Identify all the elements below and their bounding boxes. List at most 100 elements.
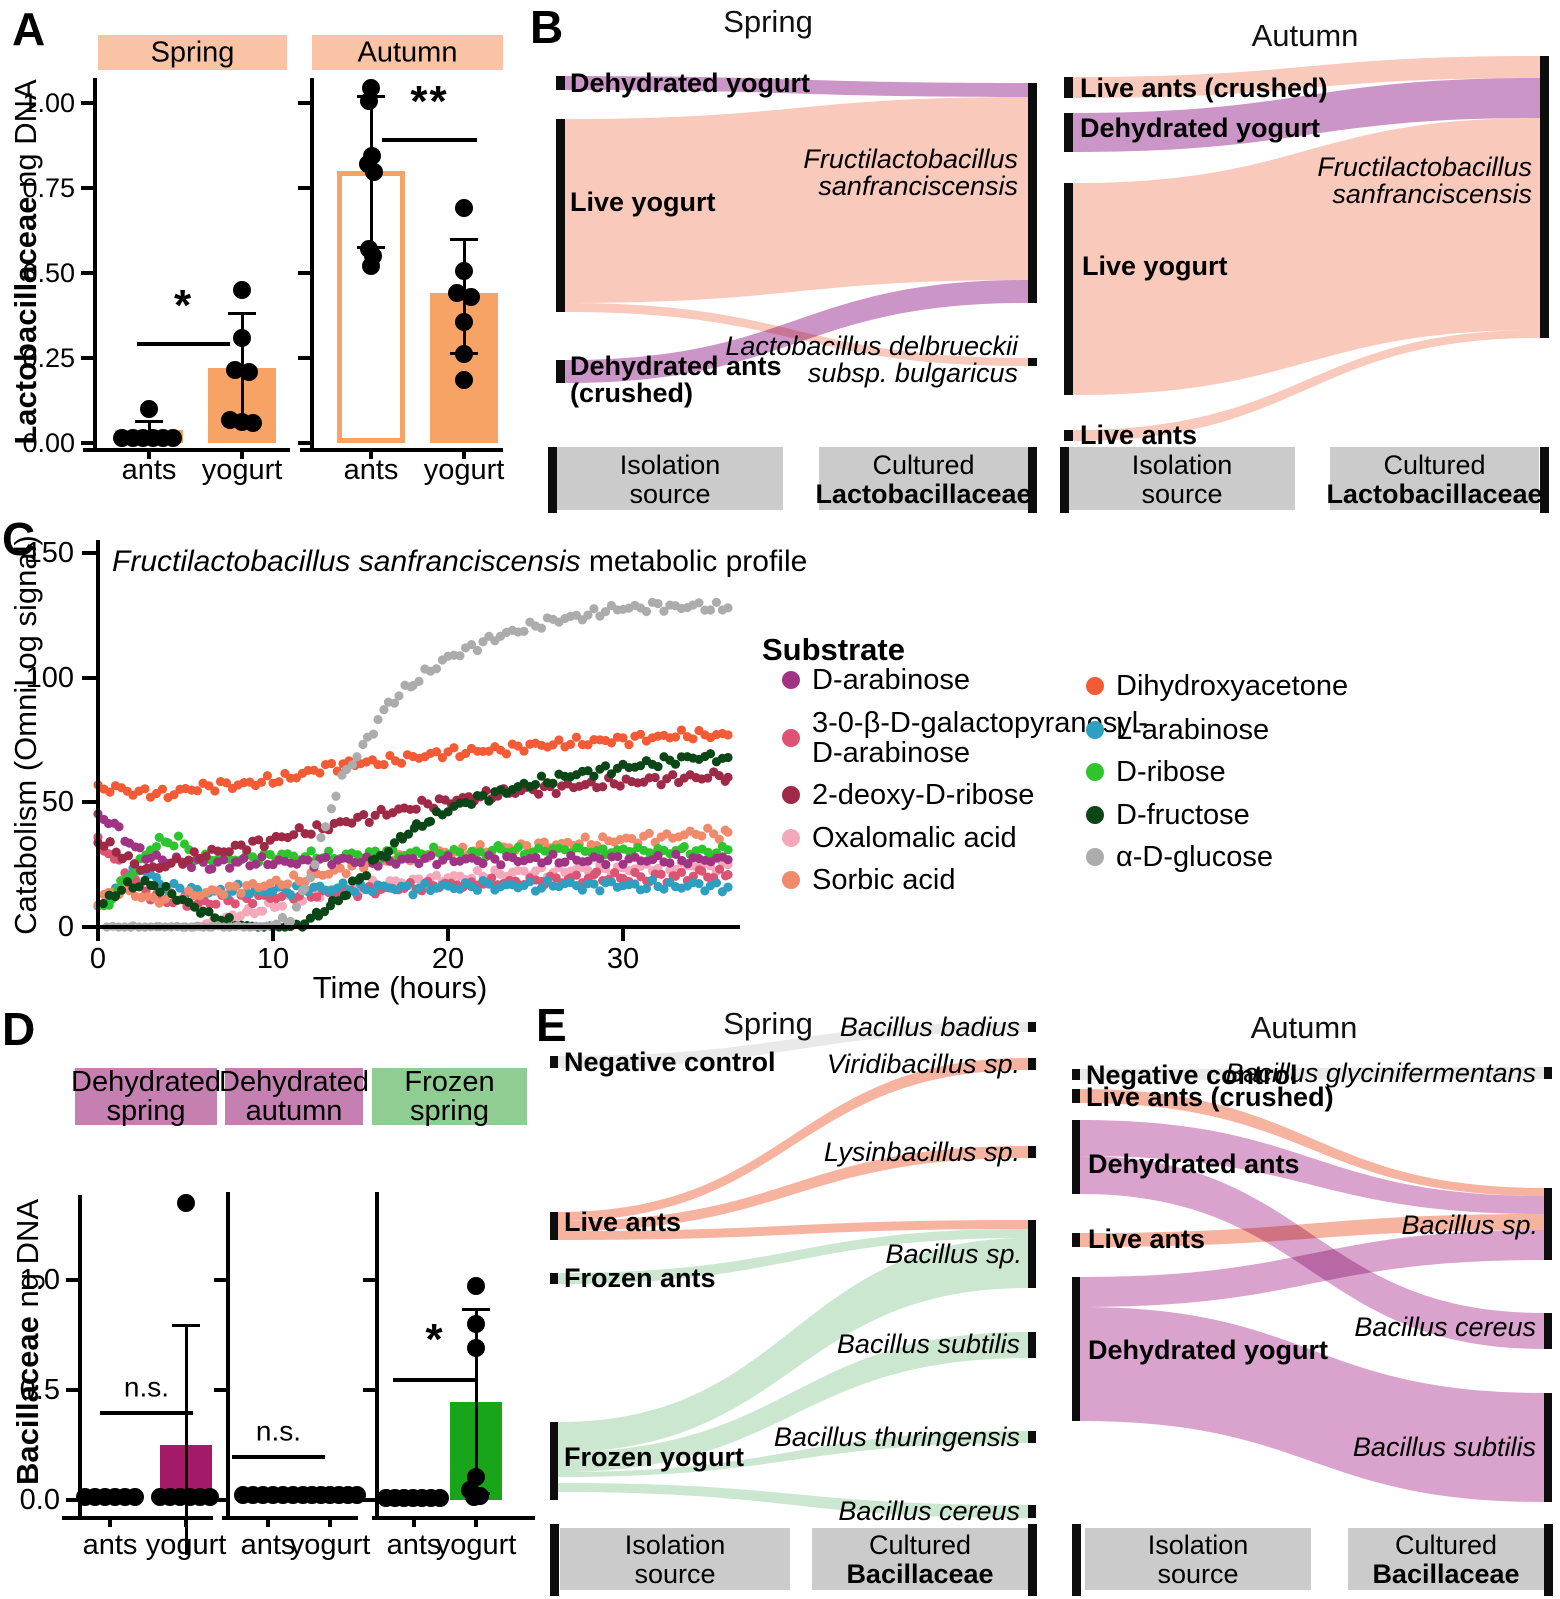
panel-d-y-axis <box>375 1192 379 1518</box>
legend-swatch-D-fructose <box>1086 806 1104 824</box>
panel-d-y-tick-label: 1.0 <box>19 1263 60 1296</box>
panel-c-data-point-α-D-glucose <box>723 603 733 613</box>
panel-c-data-point-Dihydroxyacetone <box>326 758 337 769</box>
panel-a-x-axis <box>300 448 503 452</box>
panel-a-data-point <box>455 313 473 332</box>
panel-c-data-point-Dihydroxyacetone <box>157 784 167 794</box>
panel-a-cat-label: ants <box>121 453 177 486</box>
panel-c-data-point-α-D-glucose <box>310 860 320 870</box>
panel-c-data-point-Dihydroxyacetone <box>210 786 220 796</box>
panel-c-data-point-L-arabinose <box>647 875 658 885</box>
panel-a-cat-label: yogurt <box>423 453 505 486</box>
sankey-node-Frozen yogurt <box>550 1422 558 1500</box>
panel-c-data-point-D-fructose <box>389 838 400 848</box>
panel-d-y-tick <box>214 1498 226 1502</box>
panel-c-data-point-α-D-glucose <box>455 651 465 661</box>
panel-c-data-point-2-deoxy-D-ribose <box>254 835 264 845</box>
legend-swatch-3-0-β-D-galactopyranosyl- <box>782 729 800 747</box>
sankey-flow-e-spring-5 <box>558 1238 1028 1452</box>
panel-c-data-point-Sorbic acid <box>335 863 345 873</box>
panel-a-data-point <box>233 281 251 299</box>
panel-a-data-point <box>362 78 380 97</box>
sankey-node-Live ants <box>1072 1233 1080 1247</box>
panel-c-data-point-α-D-glucose <box>431 664 442 674</box>
panel-c-data-point-D-fructose <box>606 769 617 779</box>
panel-c-data-point-α-D-glucose <box>368 729 379 739</box>
panel-c-data-point-D-arabinose <box>496 860 506 870</box>
panel-c-data-point-2-deoxy-D-ribose <box>189 847 199 857</box>
panel-c-data-point-D-arabinose <box>543 856 553 866</box>
panel-c-data-point-α-D-glucose <box>389 698 400 708</box>
panel-d-y-tick <box>363 1388 375 1392</box>
panel-c-data-point-D-ribose <box>265 849 275 860</box>
legend-label: D-fructose <box>1116 798 1250 831</box>
panel-c-data-point-D-fructose <box>134 882 144 892</box>
panel-c-data-point-L-arabinose <box>525 877 535 887</box>
panel-d-condition-header-label: Frozen spring <box>404 1065 495 1127</box>
axis-stage-label: Cultured <box>1394 1530 1498 1561</box>
panel-d-error-line <box>474 1309 478 1494</box>
axis-stage-box <box>819 447 1028 510</box>
sankey-right-label-Viridibacillus sp.: Viridibacillus sp. <box>826 1048 1020 1079</box>
panel-c-data-point-α-D-glucose <box>711 597 722 607</box>
panel-c-data-point-3-0-β-D-galactopyranosyl-D-arabinose <box>592 867 602 877</box>
panel-c-data-point-3-0-β-D-galactopyranosyl-D-arabinose <box>248 898 258 909</box>
panel-c-data-point-2-deoxy-D-ribose <box>172 854 182 864</box>
panel-c-data-point-L-arabinose <box>659 884 669 894</box>
panel-c-data-point-Oxalomalic acid <box>277 901 288 911</box>
axis-stage-bar <box>1028 447 1037 513</box>
axis-stage-label: Isolation <box>1131 449 1233 480</box>
axis-stage-bar <box>548 447 557 513</box>
sankey-left-label-Live yogurt: Live yogurt <box>570 186 716 217</box>
sankey-flow-e-autumn-6 <box>1080 1307 1544 1502</box>
panel-a-y-tick-label: 0.75 <box>22 172 75 203</box>
panel-d-sig-line <box>232 1455 325 1460</box>
axis-stage-box <box>560 1528 790 1590</box>
panel-c-data-point-D-arabinose <box>671 849 681 859</box>
panel-c-data-point-2-deoxy-D-ribose <box>551 788 561 799</box>
axis-stage-label: Isolation <box>1147 1530 1249 1561</box>
sankey-node-Fructilactobacillus sanfranciscensis <box>1540 56 1549 338</box>
panel-c-data-point-D-arabinose <box>186 862 197 873</box>
panel-c-data-point-L-arabinose <box>606 877 617 887</box>
panel-d-data-point <box>465 1488 483 1507</box>
panel-a-data-point <box>240 362 258 381</box>
panel-d-cat-label: ants <box>240 1528 296 1561</box>
panel-c-data-point-D-fructose <box>548 778 558 788</box>
panel-a-x-axis <box>83 448 290 452</box>
legend-label: 2-deoxy-D-ribose <box>812 778 1035 811</box>
panel-a-y-tick <box>298 101 310 105</box>
panel-letter-e: E <box>536 999 567 1051</box>
panel-c-data-point-3-0-β-D-galactopyranosyl-D-arabinose <box>571 870 582 880</box>
panel-d-x-tick <box>412 1518 416 1527</box>
sankey-flow-e-spring-6 <box>558 1332 1028 1472</box>
panel-a-error-cap <box>135 420 163 424</box>
panel-c-data-point-D-arabinose <box>531 852 541 863</box>
sankey-title-e-autumn: Autumn <box>1250 1010 1358 1045</box>
panel-c-data-point-D-arabinose <box>613 851 623 862</box>
panel-c-data-point-2-deoxy-D-ribose <box>598 782 608 792</box>
panel-a-data-point <box>360 92 378 111</box>
panel-a-y-tick-label: 0.00 <box>22 427 75 458</box>
panel-c-data-point-α-D-glucose <box>659 606 669 616</box>
panel-d-x-tick <box>108 1518 112 1527</box>
panel-c-data-point-α-D-glucose <box>536 623 547 633</box>
panel-d-sig-label: n.s. <box>255 1415 302 1447</box>
sankey-flow-e-spring-2 <box>558 1146 1028 1231</box>
sankey-node-Bacillus cereus <box>1028 1505 1036 1518</box>
panel-a-data-point <box>365 162 383 181</box>
panel-c-data-point-D-arabinose <box>723 855 733 865</box>
panel-a-data-point <box>233 328 251 347</box>
panel-c-x-tick-label: 0 <box>89 942 107 975</box>
panel-c-x-tick-label: 30 <box>606 942 640 975</box>
sankey-node-Bacillus badius <box>1028 1022 1036 1032</box>
panel-c-data-point-2-deoxy-D-ribose <box>370 810 380 820</box>
sankey-title-b-spring: Spring <box>723 4 813 39</box>
sankey-right-label-Fructilactobacillus sanfranciscensis: Fructilactobacillus <box>1317 151 1532 182</box>
sankey-flow-e-autumn-1 <box>1080 1089 1544 1196</box>
panel-c-y-tick-label: 150 <box>25 536 74 569</box>
panel-c-x-axis <box>96 925 740 929</box>
axis-stage-box <box>1348 1528 1544 1590</box>
panel-c-data-point-Sorbic acid <box>697 831 707 841</box>
